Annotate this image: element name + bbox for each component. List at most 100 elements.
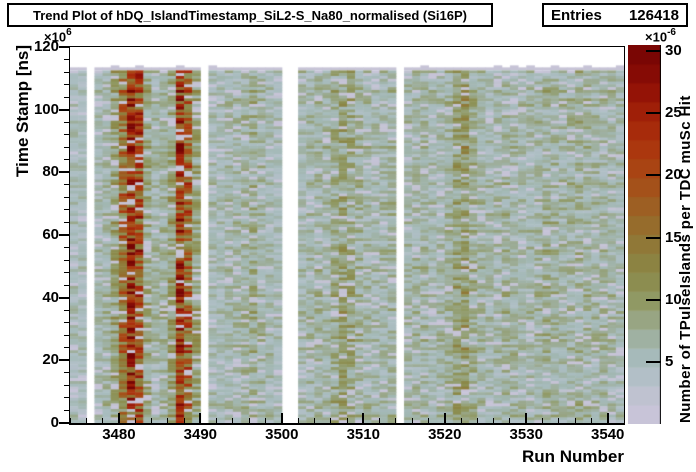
x-axis-minor-tick <box>134 418 136 423</box>
y-axis-minor-tick <box>64 196 69 198</box>
x-axis-tick <box>525 413 528 423</box>
palette-tick <box>646 50 661 53</box>
y-axis-multiplier: ×106 <box>44 27 72 45</box>
x-axis-minor-tick <box>150 418 152 423</box>
y-axis-minor-tick <box>64 84 69 86</box>
x-axis-minor-tick <box>297 418 299 423</box>
palette-tick <box>646 174 661 177</box>
y-axis-tick <box>59 422 69 424</box>
palette-axis-title: Number of TPulseIslands per TDC muSc Hit <box>677 95 694 423</box>
y-axis-minor-tick <box>64 372 69 374</box>
x-axis-tick-label: 3510 <box>346 426 380 443</box>
x-axis-tick <box>117 413 120 423</box>
y-axis-tick-label: 120 <box>33 38 59 55</box>
x-axis-minor-tick <box>102 418 104 423</box>
y-axis-minor-tick <box>64 322 69 324</box>
palette-tick <box>646 298 661 301</box>
y-axis-tick <box>59 171 69 174</box>
x-axis-minor-tick <box>216 418 218 423</box>
plot-frame <box>69 46 625 425</box>
x-axis-title: Run Number <box>522 447 624 466</box>
palette-tick <box>646 112 661 115</box>
x-axis-minor-tick <box>395 418 397 423</box>
x-axis-minor-tick <box>379 418 381 423</box>
x-axis-minor-tick <box>411 418 413 423</box>
y-axis-minor-tick <box>64 334 69 336</box>
y-axis-tick <box>59 359 69 362</box>
x-axis-minor-tick <box>460 418 462 423</box>
y-axis-minor-tick <box>64 272 69 274</box>
x-axis-minor-tick <box>85 418 87 423</box>
y-axis-tick <box>59 46 69 48</box>
palette-tick <box>646 360 661 363</box>
histogram-title: Trend Plot of hDQ_IslandTimestamp_SiL2-S… <box>33 7 467 23</box>
x-axis-tick-label: 3490 <box>183 426 218 443</box>
palette-tick-label: 15 <box>665 228 682 246</box>
y-axis-tick-label: 40 <box>42 288 59 306</box>
x-axis-minor-tick <box>558 418 560 423</box>
y-axis-minor-tick <box>64 247 69 249</box>
x-axis-tick <box>606 413 609 423</box>
y-axis-minor-tick <box>64 221 69 223</box>
x-axis-minor-tick <box>623 418 625 423</box>
palette-tick-label: 25 <box>665 104 682 122</box>
y-axis-minor-tick <box>64 146 69 148</box>
x-axis-minor-tick <box>313 418 315 423</box>
y-axis-tick <box>59 296 69 299</box>
x-axis-minor-tick <box>232 418 234 423</box>
x-axis-minor-tick <box>346 418 348 423</box>
y-axis-minor-tick <box>64 284 69 286</box>
y-axis-minor-tick <box>64 347 69 349</box>
y-axis-tick <box>59 108 69 111</box>
x-axis-minor-tick <box>574 418 576 423</box>
y-axis-minor-tick <box>64 409 69 411</box>
palette-multiplier: ×10-6 <box>645 27 676 45</box>
y-axis-minor-tick <box>64 159 69 161</box>
y-axis-minor-tick <box>64 397 69 399</box>
x-axis-minor-tick <box>493 418 495 423</box>
x-axis-tick-label: 3520 <box>428 426 462 443</box>
palette-tick-label: 20 <box>665 166 682 184</box>
x-axis-minor-tick <box>183 418 185 423</box>
x-axis-tick-label: 3540 <box>591 426 625 443</box>
y-axis-tick-label: 100 <box>33 100 59 118</box>
palette-bar-canvas <box>628 45 661 424</box>
x-axis-minor-tick <box>542 418 544 423</box>
stats-box: Entries 126418 <box>542 3 688 27</box>
y-axis-tick <box>59 234 69 236</box>
x-axis-minor-tick <box>590 418 592 423</box>
y-axis-minor-tick <box>64 184 69 186</box>
x-axis-minor-tick <box>69 418 71 423</box>
x-axis-minor-tick <box>330 418 332 423</box>
palette-tick-label: 5 <box>665 352 674 370</box>
y-axis-tick-label: 20 <box>42 351 59 369</box>
y-axis-tick-label: 60 <box>42 226 59 243</box>
y-axis-tick-label: 80 <box>42 163 59 181</box>
y-axis-minor-tick <box>64 384 69 386</box>
x-axis-tick-label: 3500 <box>265 426 299 443</box>
x-axis-tick-label: 3530 <box>509 426 543 443</box>
x-axis-minor-tick <box>427 418 429 423</box>
heatmap-canvas <box>70 47 624 423</box>
entries-label: Entries <box>551 6 602 24</box>
x-axis-minor-tick <box>167 418 169 423</box>
entries-value: 126418 <box>628 6 679 24</box>
palette-tick-label: 30 <box>665 42 682 60</box>
x-axis-minor-tick <box>509 418 511 423</box>
y-axis-minor-tick <box>64 121 69 123</box>
x-axis-minor-tick <box>476 418 478 423</box>
y-axis-minor-tick <box>64 309 69 311</box>
x-axis-tick-label: 3480 <box>102 426 136 443</box>
x-axis-tick <box>362 413 365 423</box>
y-axis-minor-tick <box>64 134 69 136</box>
y-axis-minor-tick <box>64 96 69 98</box>
x-axis-tick <box>199 413 202 423</box>
y-axis-tick-label: 0 <box>50 414 59 431</box>
x-axis-tick <box>443 413 446 423</box>
x-axis-minor-tick <box>265 418 267 423</box>
y-axis-minor-tick <box>64 259 69 261</box>
x-axis-minor-tick <box>248 418 250 423</box>
palette-tick <box>646 236 661 239</box>
x-axis-tick <box>280 413 283 423</box>
